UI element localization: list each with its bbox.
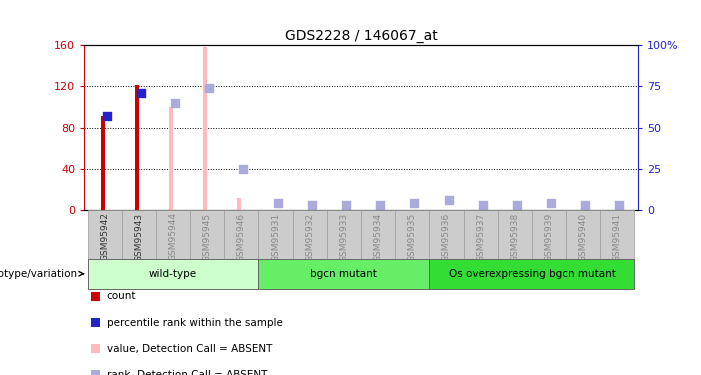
Bar xyxy=(600,210,634,259)
Text: rank, Detection Call = ABSENT: rank, Detection Call = ABSENT xyxy=(107,370,267,375)
Point xyxy=(101,113,112,119)
Bar xyxy=(395,210,430,259)
Bar xyxy=(135,85,139,210)
Bar xyxy=(88,259,259,289)
Text: value, Detection Call = ABSENT: value, Detection Call = ABSENT xyxy=(107,344,272,354)
Text: percentile rank within the sample: percentile rank within the sample xyxy=(107,318,283,327)
Text: GSM95943: GSM95943 xyxy=(135,212,143,262)
Text: GSM95935: GSM95935 xyxy=(408,212,417,262)
Text: GSM95937: GSM95937 xyxy=(476,212,485,262)
Bar xyxy=(122,210,156,259)
Bar xyxy=(237,198,241,210)
Bar xyxy=(327,210,361,259)
Text: GSM95940: GSM95940 xyxy=(579,212,587,262)
Point xyxy=(374,202,386,208)
Point xyxy=(272,200,283,206)
Bar xyxy=(532,210,566,259)
Bar xyxy=(156,210,190,259)
Text: GSM95946: GSM95946 xyxy=(237,212,246,262)
Bar xyxy=(361,210,395,259)
Bar xyxy=(224,210,259,259)
Point xyxy=(409,200,420,206)
Point xyxy=(545,200,557,206)
Text: GSM95942: GSM95942 xyxy=(100,212,109,261)
Text: genotype/variation: genotype/variation xyxy=(0,269,77,279)
Text: Os overexpressing bgcn mutant: Os overexpressing bgcn mutant xyxy=(449,269,615,279)
Bar xyxy=(430,259,634,289)
Point xyxy=(443,197,454,203)
Text: count: count xyxy=(107,291,136,301)
Point xyxy=(135,90,147,96)
Text: wild-type: wild-type xyxy=(149,269,197,279)
Bar xyxy=(498,210,532,259)
Text: GSM95944: GSM95944 xyxy=(168,212,177,261)
Point xyxy=(614,202,625,208)
Bar xyxy=(259,210,292,259)
Point xyxy=(511,202,522,208)
Bar xyxy=(203,47,207,210)
Bar xyxy=(169,107,173,210)
Bar xyxy=(430,210,463,259)
Text: GSM95941: GSM95941 xyxy=(613,212,622,262)
Title: GDS2228 / 146067_at: GDS2228 / 146067_at xyxy=(285,28,437,43)
Point xyxy=(306,202,318,208)
Text: GSM95932: GSM95932 xyxy=(305,212,314,262)
Bar xyxy=(292,210,327,259)
Text: GSM95933: GSM95933 xyxy=(339,212,348,262)
Text: GSM95945: GSM95945 xyxy=(203,212,212,262)
Text: bgcn mutant: bgcn mutant xyxy=(311,269,377,279)
Text: GSM95939: GSM95939 xyxy=(545,212,554,262)
Point xyxy=(203,85,215,91)
Bar xyxy=(100,116,104,210)
Point xyxy=(238,166,249,172)
Bar xyxy=(190,210,224,259)
Point xyxy=(580,202,591,208)
Point xyxy=(477,202,489,208)
Bar xyxy=(88,210,122,259)
Text: GSM95936: GSM95936 xyxy=(442,212,451,262)
Point xyxy=(170,100,181,106)
Bar xyxy=(566,210,600,259)
Bar xyxy=(259,259,430,289)
Text: GSM95931: GSM95931 xyxy=(271,212,280,262)
Text: GSM95934: GSM95934 xyxy=(374,212,383,262)
Text: GSM95938: GSM95938 xyxy=(510,212,519,262)
Point xyxy=(341,202,352,208)
Bar xyxy=(463,210,498,259)
